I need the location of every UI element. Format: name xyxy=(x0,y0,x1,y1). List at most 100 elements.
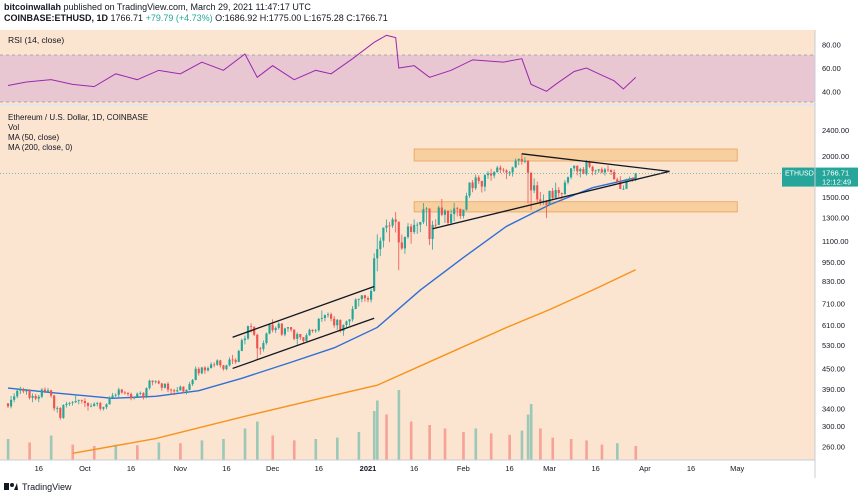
ma50-series xyxy=(7,177,636,399)
candle-body xyxy=(234,359,237,362)
volume-bar xyxy=(428,425,431,460)
volume-bar xyxy=(372,411,376,460)
ohlc-values: O:1686.92 H:1775.00 L:1675.28 C:1766.71 xyxy=(215,13,388,23)
footer-brand[interactable]: TradingView xyxy=(22,482,72,492)
candle-body xyxy=(50,390,53,396)
volume-bar xyxy=(200,440,204,460)
candle-body xyxy=(342,324,345,332)
candle-body xyxy=(622,188,625,190)
candle-body xyxy=(373,258,376,291)
candle-body xyxy=(117,389,120,395)
candle-body xyxy=(526,160,530,173)
candle-body xyxy=(385,225,388,228)
candle-body xyxy=(600,169,603,173)
x-tick-label: Apr xyxy=(639,464,651,473)
volume-bar xyxy=(443,428,447,460)
candle-body xyxy=(496,167,499,173)
x-tick-label: 2021 xyxy=(360,464,377,473)
candle-body xyxy=(194,368,197,380)
x-tick-label: 16 xyxy=(410,464,418,473)
candle-body xyxy=(585,161,588,174)
candle-body xyxy=(99,403,102,409)
candle-body xyxy=(505,170,508,173)
volume-bar xyxy=(271,435,275,460)
candle-body xyxy=(256,334,259,349)
candle-body xyxy=(345,321,348,325)
candle-body xyxy=(250,326,253,327)
candle-body xyxy=(197,368,200,374)
ma200-series xyxy=(72,269,636,455)
candle-body xyxy=(591,166,594,172)
price-tag: ETHUSD 1766.71 12:12:49 xyxy=(782,167,858,187)
rsi-series xyxy=(7,34,637,92)
candle-body xyxy=(86,403,90,406)
volume-bar xyxy=(336,437,339,460)
x-tick-label: 16 xyxy=(222,464,230,473)
candle-body xyxy=(459,208,462,216)
candle-body xyxy=(416,224,419,226)
author[interactable]: bitcoinwallah xyxy=(4,2,62,12)
resistance-zone xyxy=(413,148,738,162)
x-tick-label: Mar xyxy=(543,464,556,473)
candle-body xyxy=(597,169,600,171)
candle-body xyxy=(123,392,126,394)
candle-body xyxy=(216,360,219,365)
candle-body xyxy=(508,172,511,174)
volume-bar xyxy=(376,400,379,460)
volume-bar xyxy=(256,421,259,460)
candle-body xyxy=(440,207,443,215)
volume-bar xyxy=(616,443,619,460)
candle-body xyxy=(330,314,333,319)
price-tick-label: 450.00 xyxy=(822,364,845,373)
candle-body xyxy=(265,333,268,343)
candle-body xyxy=(136,393,139,398)
candle-body xyxy=(286,327,290,329)
candle-body xyxy=(539,199,542,203)
volume-bar xyxy=(529,404,533,460)
support-zone xyxy=(413,201,738,213)
candle-body xyxy=(628,178,631,180)
candle-body xyxy=(446,210,450,223)
candle-body xyxy=(317,318,320,331)
candle-body xyxy=(299,334,302,338)
candle-body xyxy=(46,390,50,392)
candle-body xyxy=(253,326,256,335)
volume-bar xyxy=(585,440,588,460)
candle-body xyxy=(431,224,434,239)
candle-body xyxy=(603,169,606,173)
volume-bar xyxy=(357,432,361,460)
candle-body xyxy=(483,175,486,187)
candle-body xyxy=(579,169,582,172)
candle-body xyxy=(456,208,459,210)
candle-body xyxy=(551,190,554,198)
candle-body xyxy=(302,337,305,341)
candle-body xyxy=(185,389,188,392)
candle-body xyxy=(570,168,573,178)
candle-body xyxy=(274,327,277,331)
candle-body xyxy=(111,395,114,398)
candle-body xyxy=(533,185,536,191)
candle-body xyxy=(90,405,93,407)
candle-body xyxy=(573,165,576,169)
candle-body xyxy=(490,173,493,176)
candle-body xyxy=(43,389,46,392)
candle-body xyxy=(333,318,336,326)
channel-bottom-line xyxy=(232,317,375,370)
candle-body xyxy=(366,298,370,300)
price-tick-label: 390.00 xyxy=(822,385,845,394)
candle-body xyxy=(259,348,262,350)
candle-body xyxy=(151,380,154,383)
candle-body xyxy=(243,338,246,341)
price-tick-label: 710.00 xyxy=(822,299,845,308)
candle-body xyxy=(391,219,394,226)
price-tag-symbol: ETHUSD xyxy=(785,171,814,178)
candle-body xyxy=(450,214,453,223)
candle-body xyxy=(68,403,71,404)
price-tick-label: 340.00 xyxy=(822,404,845,413)
candle-body xyxy=(323,315,326,319)
volume-bar xyxy=(114,444,118,460)
x-tick-label: 16 xyxy=(687,464,695,473)
price-tick-label: 2000.00 xyxy=(822,152,849,161)
candle-body xyxy=(425,208,428,210)
